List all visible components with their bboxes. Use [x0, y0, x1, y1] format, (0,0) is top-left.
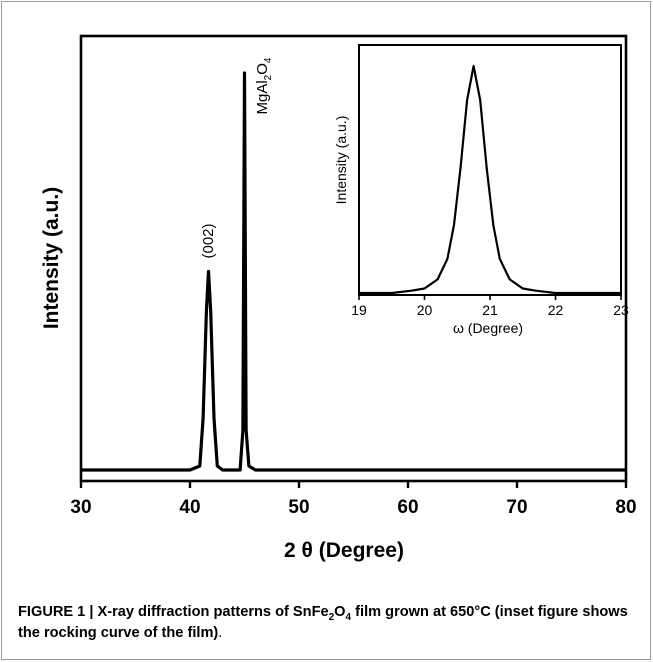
x-tick-label: 30 — [70, 497, 91, 518]
inset-rocking-curve — [359, 64, 621, 295]
x-tick-label: 19 — [351, 302, 367, 318]
peak-mgal2o4-label: MgAl2O4 — [254, 57, 274, 114]
main-x-ticks — [79, 481, 628, 488]
x-tick-label: 40 — [179, 497, 200, 518]
x-tick-label: 20 — [417, 302, 433, 318]
inset-plot-frame — [358, 44, 622, 296]
main-plot-frame — [79, 34, 628, 483]
x-tick-label: 70 — [506, 497, 527, 518]
figure-caption: FIGURE 1 | X-ray diffraction patterns of… — [18, 604, 628, 641]
x-tick-label: 50 — [288, 497, 309, 518]
inset-y-axis-label: Intensity (a.u.) — [333, 116, 349, 205]
main-x-axis-label: 2 θ (Degree) — [284, 539, 404, 562]
main-xrd-curve — [81, 71, 626, 472]
x-tick-label: 22 — [548, 302, 564, 318]
main-x-tick-labels: 30 40 50 60 70 80 — [70, 497, 636, 518]
inset-x-tick-labels: 19 20 21 22 23 — [351, 302, 629, 318]
peak-002-label: (002) — [200, 223, 217, 258]
main-y-axis-label: Intensity (a.u.) — [40, 187, 63, 329]
inset-x-axis-label: ω (Degree) — [453, 320, 523, 336]
x-tick-label: 23 — [613, 302, 629, 318]
inset-x-ticks — [358, 295, 622, 300]
x-tick-label: 21 — [482, 302, 498, 318]
xrd-chart: 30 40 50 60 70 80 Intensity (a.u.) 2 θ (Degre… — [40, 34, 637, 562]
x-tick-label: 60 — [397, 497, 418, 518]
x-tick-label: 80 — [615, 497, 636, 518]
